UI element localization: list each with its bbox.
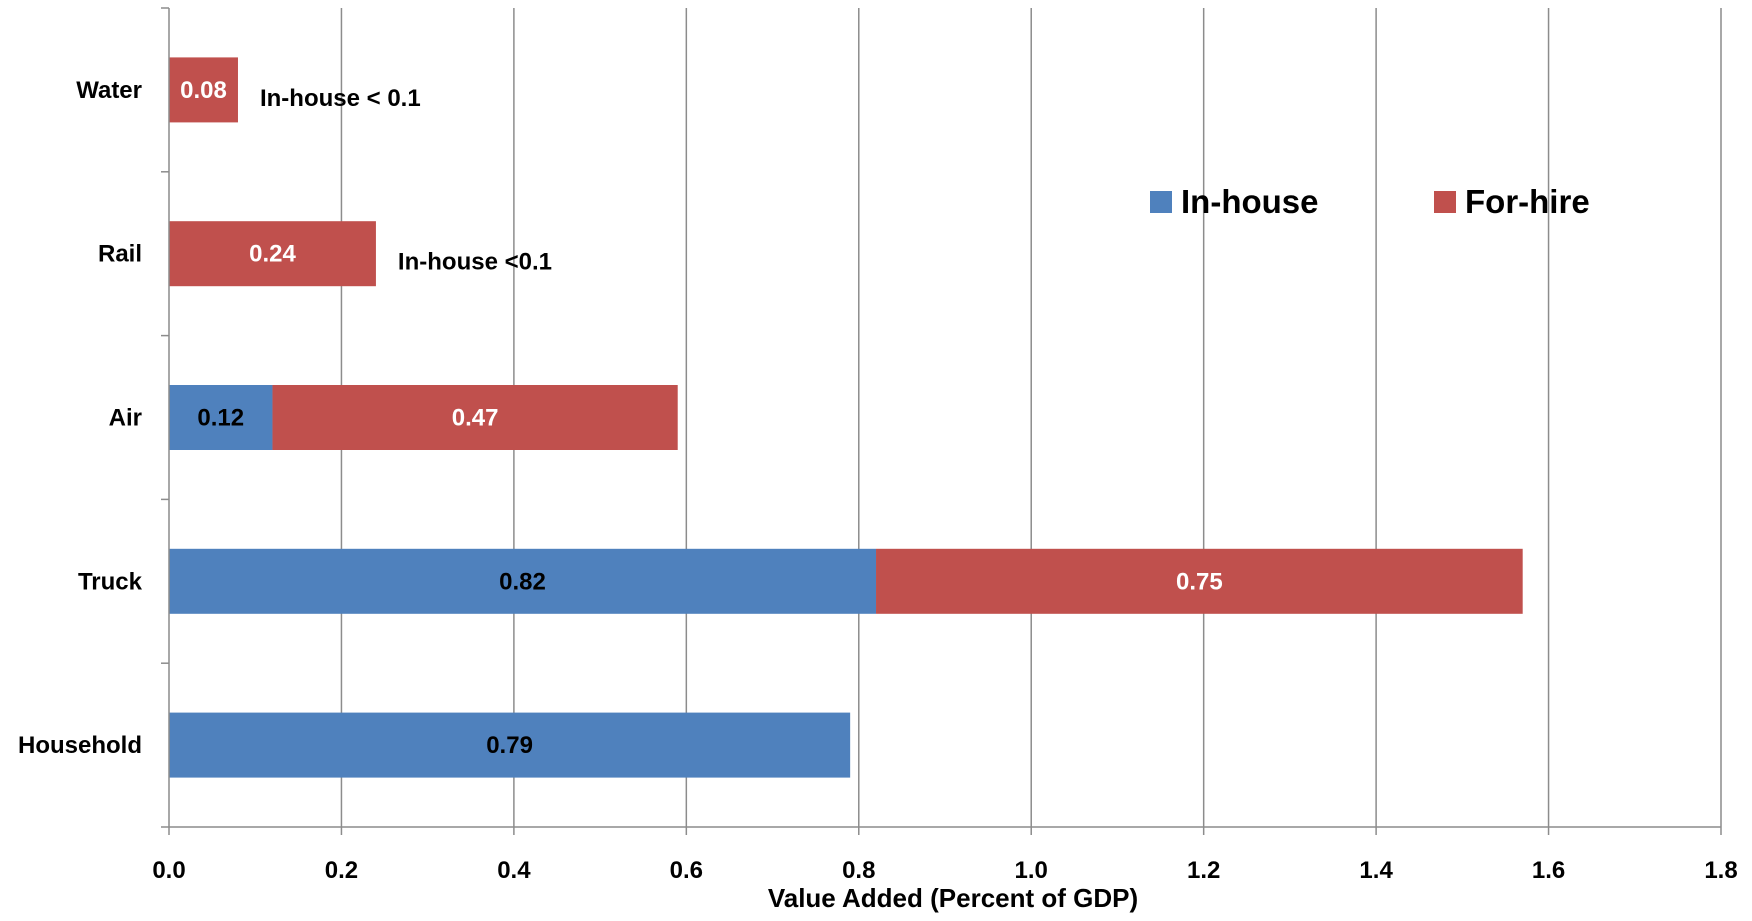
legend-swatch (1150, 191, 1172, 213)
x-tick-label: 0.8 (842, 857, 875, 884)
x-tick-label: 1.8 (1704, 857, 1737, 884)
x-tick-label: 1.4 (1359, 857, 1393, 884)
data-label: 0.08 (180, 77, 227, 104)
x-tick-label: 1.2 (1187, 857, 1220, 884)
category-label: Water (76, 77, 142, 104)
data-label: 0.79 (486, 732, 533, 759)
annotation: In-house <0.1 (398, 249, 552, 276)
bar-in-house (169, 548, 877, 614)
bars (169, 57, 1523, 778)
data-label: 0.82 (499, 568, 546, 595)
data-label: 0.47 (452, 405, 499, 432)
data-label: 0.24 (249, 241, 296, 268)
category-label: Household (18, 732, 142, 759)
category-label: Truck (78, 568, 143, 595)
labels: 0.0 0.2 0.4 0.6 0.8 1.0 1.2 1.4 1.6 1.8 Water 0.08 I… (18, 77, 1738, 884)
data-label: 0.12 (197, 405, 244, 432)
category-label: Air (109, 405, 142, 432)
legend-swatch (1434, 191, 1456, 213)
bar-for-hire (169, 221, 376, 287)
legend-label: For-hire (1465, 183, 1590, 220)
axes (161, 7, 1722, 835)
category-label: Rail (98, 241, 142, 268)
bar-in-house (169, 712, 851, 778)
x-tick-label: 0.0 (152, 857, 185, 884)
data-label: 0.75 (1176, 568, 1223, 595)
annotation: In-house < 0.1 (260, 85, 421, 112)
bar-for-hire (876, 548, 1523, 614)
legend-label: In-house (1181, 183, 1319, 220)
bar-for-hire (272, 385, 678, 450)
x-tick-label: 1.6 (1532, 857, 1565, 884)
x-axis-title: Value Added (Percent of GDP) (768, 883, 1138, 913)
bar-in-house (169, 385, 273, 450)
x-tick-label: 1.0 (1015, 857, 1048, 884)
x-tick-label: 0.6 (670, 857, 703, 884)
bar-for-hire (169, 57, 238, 123)
gridlines (340, 8, 1722, 827)
x-tick-label: 0.2 (325, 857, 358, 884)
x-tick-label: 0.4 (497, 857, 531, 884)
legend: In-house For-hire (1150, 183, 1590, 220)
